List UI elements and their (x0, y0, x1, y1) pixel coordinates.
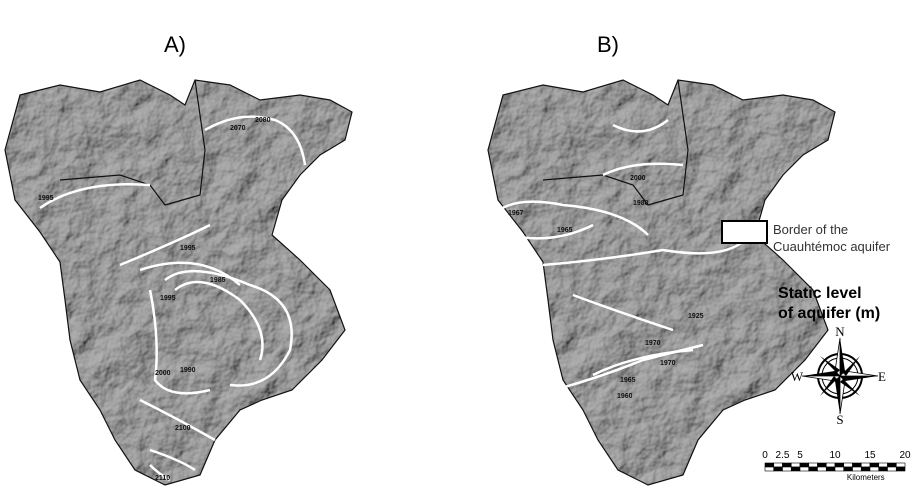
map-panel (487, 79, 836, 486)
scale-segment (817, 462, 827, 468)
contour-label: 2000 (630, 175, 646, 182)
contour-label: 1967 (508, 210, 524, 217)
contour-label: 1985 (210, 277, 226, 284)
map-panel (4, 79, 353, 486)
scale-tick-label: 0 (762, 450, 768, 461)
scale-segment (825, 466, 836, 472)
scale-segment (825, 462, 836, 468)
scale-segment (764, 466, 775, 472)
scale-segment (878, 466, 888, 472)
contour-line (119, 223, 211, 267)
scale-segment (860, 466, 871, 472)
contour-label: 1965 (557, 227, 573, 234)
contour-line (572, 293, 674, 332)
scale-segment (790, 462, 801, 468)
scale-tick-label: 5 (797, 450, 803, 461)
legend-title: Static level (778, 285, 862, 302)
scale-segment (895, 466, 906, 472)
compass-n: N (835, 324, 845, 339)
contour-label: 2000 (155, 370, 171, 377)
scale-segment (843, 462, 853, 468)
scale-segment (834, 466, 845, 472)
scale-segment (834, 462, 845, 468)
contour-label: 2080 (255, 117, 271, 124)
legend-text: Border of the (773, 222, 848, 237)
contour-label: 2100 (175, 425, 191, 432)
aquifer-border (59, 79, 206, 206)
scale-segment (790, 466, 801, 472)
contour-line (149, 448, 196, 472)
scale-segment (799, 466, 810, 472)
legend-swatch (721, 220, 768, 244)
legend-title: of aquifer (m) (778, 305, 880, 322)
contour-line (522, 389, 594, 442)
scale-segment (852, 466, 862, 472)
panel-label: B) (597, 32, 619, 57)
contour-line (542, 239, 746, 267)
contour-label: 1980 (633, 200, 649, 207)
scale-segment (895, 462, 906, 468)
contour-label: 1995 (38, 195, 54, 202)
contour-line (149, 464, 171, 482)
scale-segment (808, 466, 818, 472)
contour-line (507, 223, 594, 240)
contour-line (164, 269, 293, 387)
contour-label: 1995 (180, 245, 196, 252)
scale-segment (773, 462, 783, 468)
compass-e: E (878, 369, 886, 384)
contour-label: 1970 (645, 340, 661, 347)
scale-segment (782, 462, 792, 468)
scale-segment (799, 462, 810, 468)
panel-label: A) (164, 32, 186, 57)
scale-segment (808, 462, 818, 468)
aquifer-border (4, 79, 353, 486)
contour-label: 1990 (180, 367, 196, 374)
contour-label: 2070 (230, 125, 246, 132)
contour-line (602, 162, 684, 177)
aquifer-border (487, 79, 836, 486)
contour-label: 2110 (155, 475, 170, 482)
compass-w: W (791, 369, 804, 384)
scale-tick-label: 20 (899, 450, 911, 461)
contour-line (612, 119, 669, 133)
scale-segment (764, 462, 775, 468)
scale-segment (843, 466, 853, 472)
scale-unit: Kilometers (847, 473, 885, 482)
scale-tick-label: 15 (864, 450, 876, 461)
scale-segment (878, 462, 888, 468)
contour-line (204, 115, 307, 166)
contour-label: 1960 (617, 393, 633, 400)
contour-line (492, 200, 649, 236)
scale-segment (817, 466, 827, 472)
scale-segment (773, 466, 783, 472)
scale-segment (887, 462, 897, 468)
scale-segment (869, 462, 880, 468)
contour-line (174, 280, 264, 361)
contour-line (592, 348, 694, 377)
hillshade (5, 80, 352, 485)
contour-label: 1925 (688, 313, 704, 320)
compass (801, 337, 879, 415)
scale-segment (852, 462, 862, 468)
contour-line (139, 398, 216, 442)
scale-bar: 0 2.5 5 10 15 20 Kilometers (762, 450, 911, 482)
contour-line (552, 343, 704, 392)
scale-segment (860, 462, 871, 468)
scale-segment (782, 466, 792, 472)
hillshade (488, 80, 835, 485)
contour-line (148, 289, 211, 395)
scale-tick-label: 2.5 (776, 450, 790, 461)
scale-tick-label: 10 (829, 450, 841, 461)
legend-text: Cuauhtémoc aquifer (773, 239, 891, 254)
contour-label: 1965 (620, 377, 636, 384)
contour-label: 1995 (160, 295, 176, 302)
contour-label: 1970 (660, 360, 676, 367)
compass-s: S (836, 412, 843, 427)
scale-segment (887, 466, 897, 472)
scale-segment (869, 466, 880, 472)
contour-line (39, 183, 151, 210)
